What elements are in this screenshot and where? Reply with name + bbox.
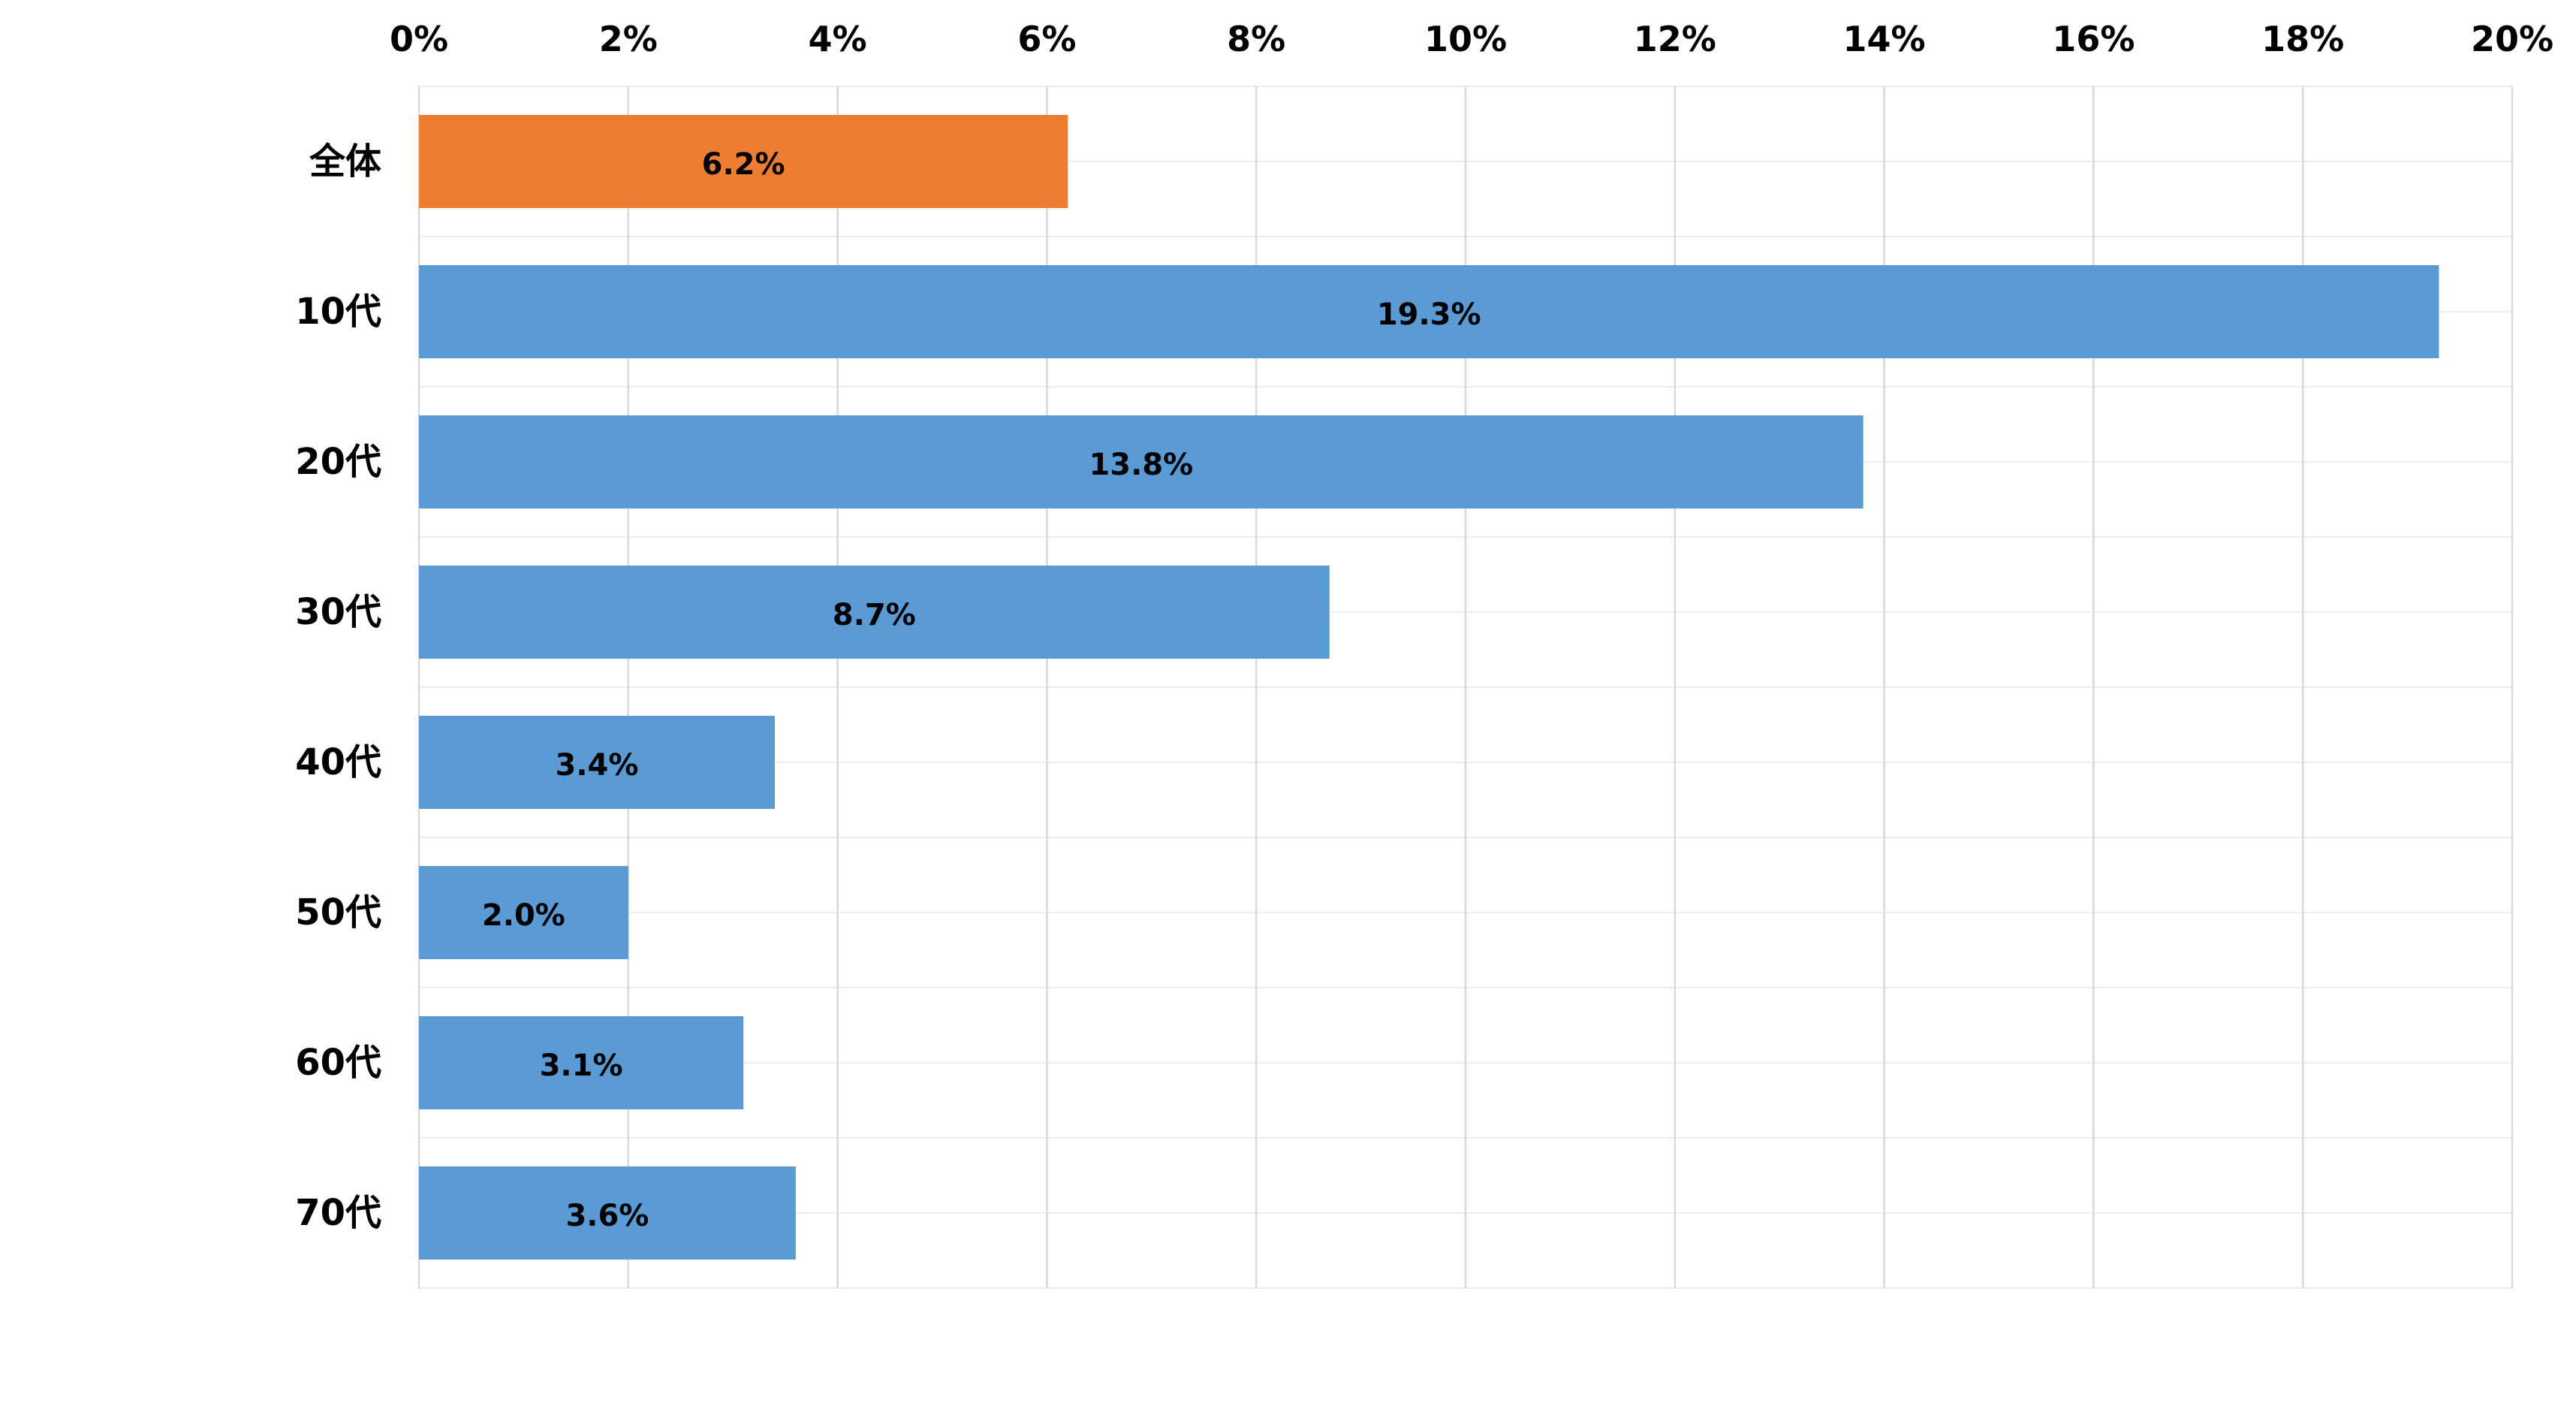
data-label: 13.8% xyxy=(1089,448,1193,482)
x-tick-label: 6% xyxy=(1017,19,1076,59)
category-label: 50代 xyxy=(295,892,381,934)
category-label: 70代 xyxy=(295,1192,381,1234)
data-label: 3.4% xyxy=(556,748,639,783)
x-tick-label: 8% xyxy=(1227,19,1285,59)
bar xyxy=(419,115,1068,208)
x-tick-label: 12% xyxy=(1634,19,1716,59)
x-axis-ticks: 0% 2% 4% 6% 8% 10% 12% 14% 16% 18% 20% xyxy=(390,19,2553,59)
x-tick-label: 16% xyxy=(2052,19,2135,59)
data-label: 19.3% xyxy=(1377,297,1481,332)
x-tick-label: 4% xyxy=(809,19,867,59)
y-axis-categories: 全体 10代 20代 30代 40代 50代 60代 70代 xyxy=(295,140,381,1234)
bar xyxy=(419,1166,796,1260)
bars xyxy=(419,115,2439,1260)
data-label: 8.7% xyxy=(833,598,916,632)
category-label: 10代 xyxy=(295,291,381,333)
data-label: 6.2% xyxy=(702,147,785,182)
category-label: 30代 xyxy=(295,591,381,633)
data-labels: 6.2% 19.3% 13.8% 8.7% 3.4% 2.0% 3.1% 3.6% xyxy=(482,147,1481,1233)
bar xyxy=(419,866,628,959)
bar xyxy=(419,265,2439,358)
bar xyxy=(419,1016,744,1109)
bar xyxy=(419,566,1330,659)
category-label: 20代 xyxy=(295,441,381,483)
x-tick-label: 10% xyxy=(1424,19,1507,59)
x-tick-label: 2% xyxy=(599,19,658,59)
category-label: 40代 xyxy=(295,741,381,783)
x-tick-label: 0% xyxy=(390,19,448,59)
data-label: 2.0% xyxy=(482,898,565,933)
category-label: 60代 xyxy=(295,1042,381,1084)
bar xyxy=(419,415,1863,508)
x-tick-label: 18% xyxy=(2261,19,2344,59)
category-label: 全体 xyxy=(309,140,381,183)
data-label: 3.1% xyxy=(540,1048,623,1083)
bar xyxy=(419,716,775,809)
data-label: 3.6% xyxy=(565,1199,649,1233)
x-tick-label: 20% xyxy=(2471,19,2553,59)
x-tick-label: 14% xyxy=(1843,19,1926,59)
